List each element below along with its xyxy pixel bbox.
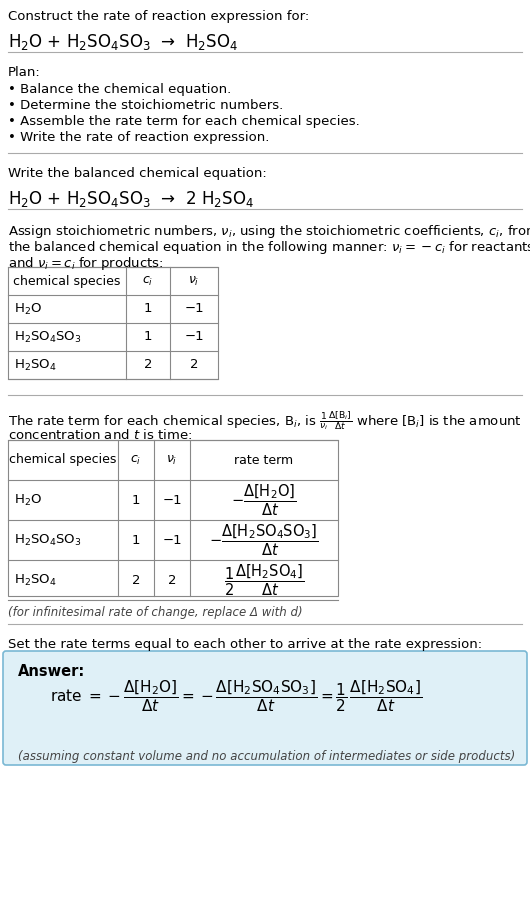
Text: 1: 1 (144, 302, 152, 316)
Text: the balanced chemical equation in the following manner: $\nu_i = -c_i$ for react: the balanced chemical equation in the fo… (8, 239, 530, 256)
Text: $-\dfrac{\Delta[\mathrm{H_2SO_4SO_3}]}{\Delta t}$: $-\dfrac{\Delta[\mathrm{H_2SO_4SO_3}]}{\… (209, 522, 319, 558)
Text: −1: −1 (184, 330, 204, 343)
Text: (assuming constant volume and no accumulation of intermediates or side products): (assuming constant volume and no accumul… (18, 750, 515, 763)
Text: $c_i$: $c_i$ (130, 453, 142, 467)
Text: $\nu_i$: $\nu_i$ (166, 453, 178, 467)
Bar (8, 440, 338, 596)
Text: 2: 2 (132, 573, 140, 587)
Text: • Determine the stoichiometric numbers.: • Determine the stoichiometric numbers. (8, 99, 283, 112)
Text: 2: 2 (144, 359, 152, 371)
Text: • Balance the chemical equation.: • Balance the chemical equation. (8, 83, 231, 96)
Text: H$_2$SO$_4$SO$_3$: H$_2$SO$_4$SO$_3$ (14, 329, 82, 345)
Text: (for infinitesimal rate of change, replace Δ with d): (for infinitesimal rate of change, repla… (8, 606, 303, 619)
Text: H$_2$O + H$_2$SO$_4$SO$_3$  →  H$_2$SO$_4$: H$_2$O + H$_2$SO$_4$SO$_3$ → H$_2$SO$_4$ (8, 32, 238, 52)
Text: $c_i$: $c_i$ (143, 275, 154, 288)
Text: concentration and $t$ is time:: concentration and $t$ is time: (8, 428, 192, 442)
Text: H$_2$SO$_4$: H$_2$SO$_4$ (14, 358, 57, 372)
Text: 1: 1 (132, 533, 140, 547)
Bar (8, 267, 218, 379)
Text: • Assemble the rate term for each chemical species.: • Assemble the rate term for each chemic… (8, 115, 360, 128)
Text: $-\dfrac{\Delta[\mathrm{H_2O}]}{\Delta t}$: $-\dfrac{\Delta[\mathrm{H_2O}]}{\Delta t… (232, 482, 297, 518)
Text: 2: 2 (190, 359, 198, 371)
Text: Plan:: Plan: (8, 66, 41, 79)
Text: rate $= -\dfrac{\Delta[\mathrm{H_2O}]}{\Delta t} = -\dfrac{\Delta[\mathrm{H_2SO_: rate $= -\dfrac{\Delta[\mathrm{H_2O}]}{\… (50, 678, 422, 713)
Text: H$_2$O: H$_2$O (14, 301, 42, 317)
Text: H$_2$O + H$_2$SO$_4$SO$_3$  →  2 H$_2$SO$_4$: H$_2$O + H$_2$SO$_4$SO$_3$ → 2 H$_2$SO$_… (8, 189, 254, 209)
Text: chemical species: chemical species (13, 275, 121, 288)
Text: rate term: rate term (234, 453, 294, 467)
Text: 1: 1 (132, 493, 140, 507)
Text: Construct the rate of reaction expression for:: Construct the rate of reaction expressio… (8, 10, 309, 23)
Text: chemical species: chemical species (10, 453, 117, 467)
Text: • Write the rate of reaction expression.: • Write the rate of reaction expression. (8, 131, 269, 144)
Text: Assign stoichiometric numbers, $\nu_i$, using the stoichiometric coefficients, $: Assign stoichiometric numbers, $\nu_i$, … (8, 223, 530, 240)
Text: −1: −1 (184, 302, 204, 316)
Text: and $\nu_i = c_i$ for products:: and $\nu_i = c_i$ for products: (8, 255, 164, 272)
Text: 1: 1 (144, 330, 152, 343)
Text: 2: 2 (168, 573, 176, 587)
Text: −1: −1 (162, 493, 182, 507)
Text: Set the rate terms equal to each other to arrive at the rate expression:: Set the rate terms equal to each other t… (8, 638, 482, 651)
Text: Answer:: Answer: (18, 664, 85, 679)
Text: H$_2$O: H$_2$O (14, 492, 42, 508)
Text: $\dfrac{1}{2}\dfrac{\Delta[\mathrm{H_2SO_4}]}{\Delta t}$: $\dfrac{1}{2}\dfrac{\Delta[\mathrm{H_2SO… (224, 562, 304, 598)
Text: $\nu_i$: $\nu_i$ (188, 275, 200, 288)
Text: H$_2$SO$_4$: H$_2$SO$_4$ (14, 572, 57, 588)
Text: Write the balanced chemical equation:: Write the balanced chemical equation: (8, 167, 267, 180)
Text: H$_2$SO$_4$SO$_3$: H$_2$SO$_4$SO$_3$ (14, 532, 82, 548)
FancyBboxPatch shape (3, 651, 527, 765)
Text: −1: −1 (162, 533, 182, 547)
Text: The rate term for each chemical species, B$_i$, is $\frac{1}{\nu_i}\frac{\Delta[: The rate term for each chemical species,… (8, 409, 522, 432)
